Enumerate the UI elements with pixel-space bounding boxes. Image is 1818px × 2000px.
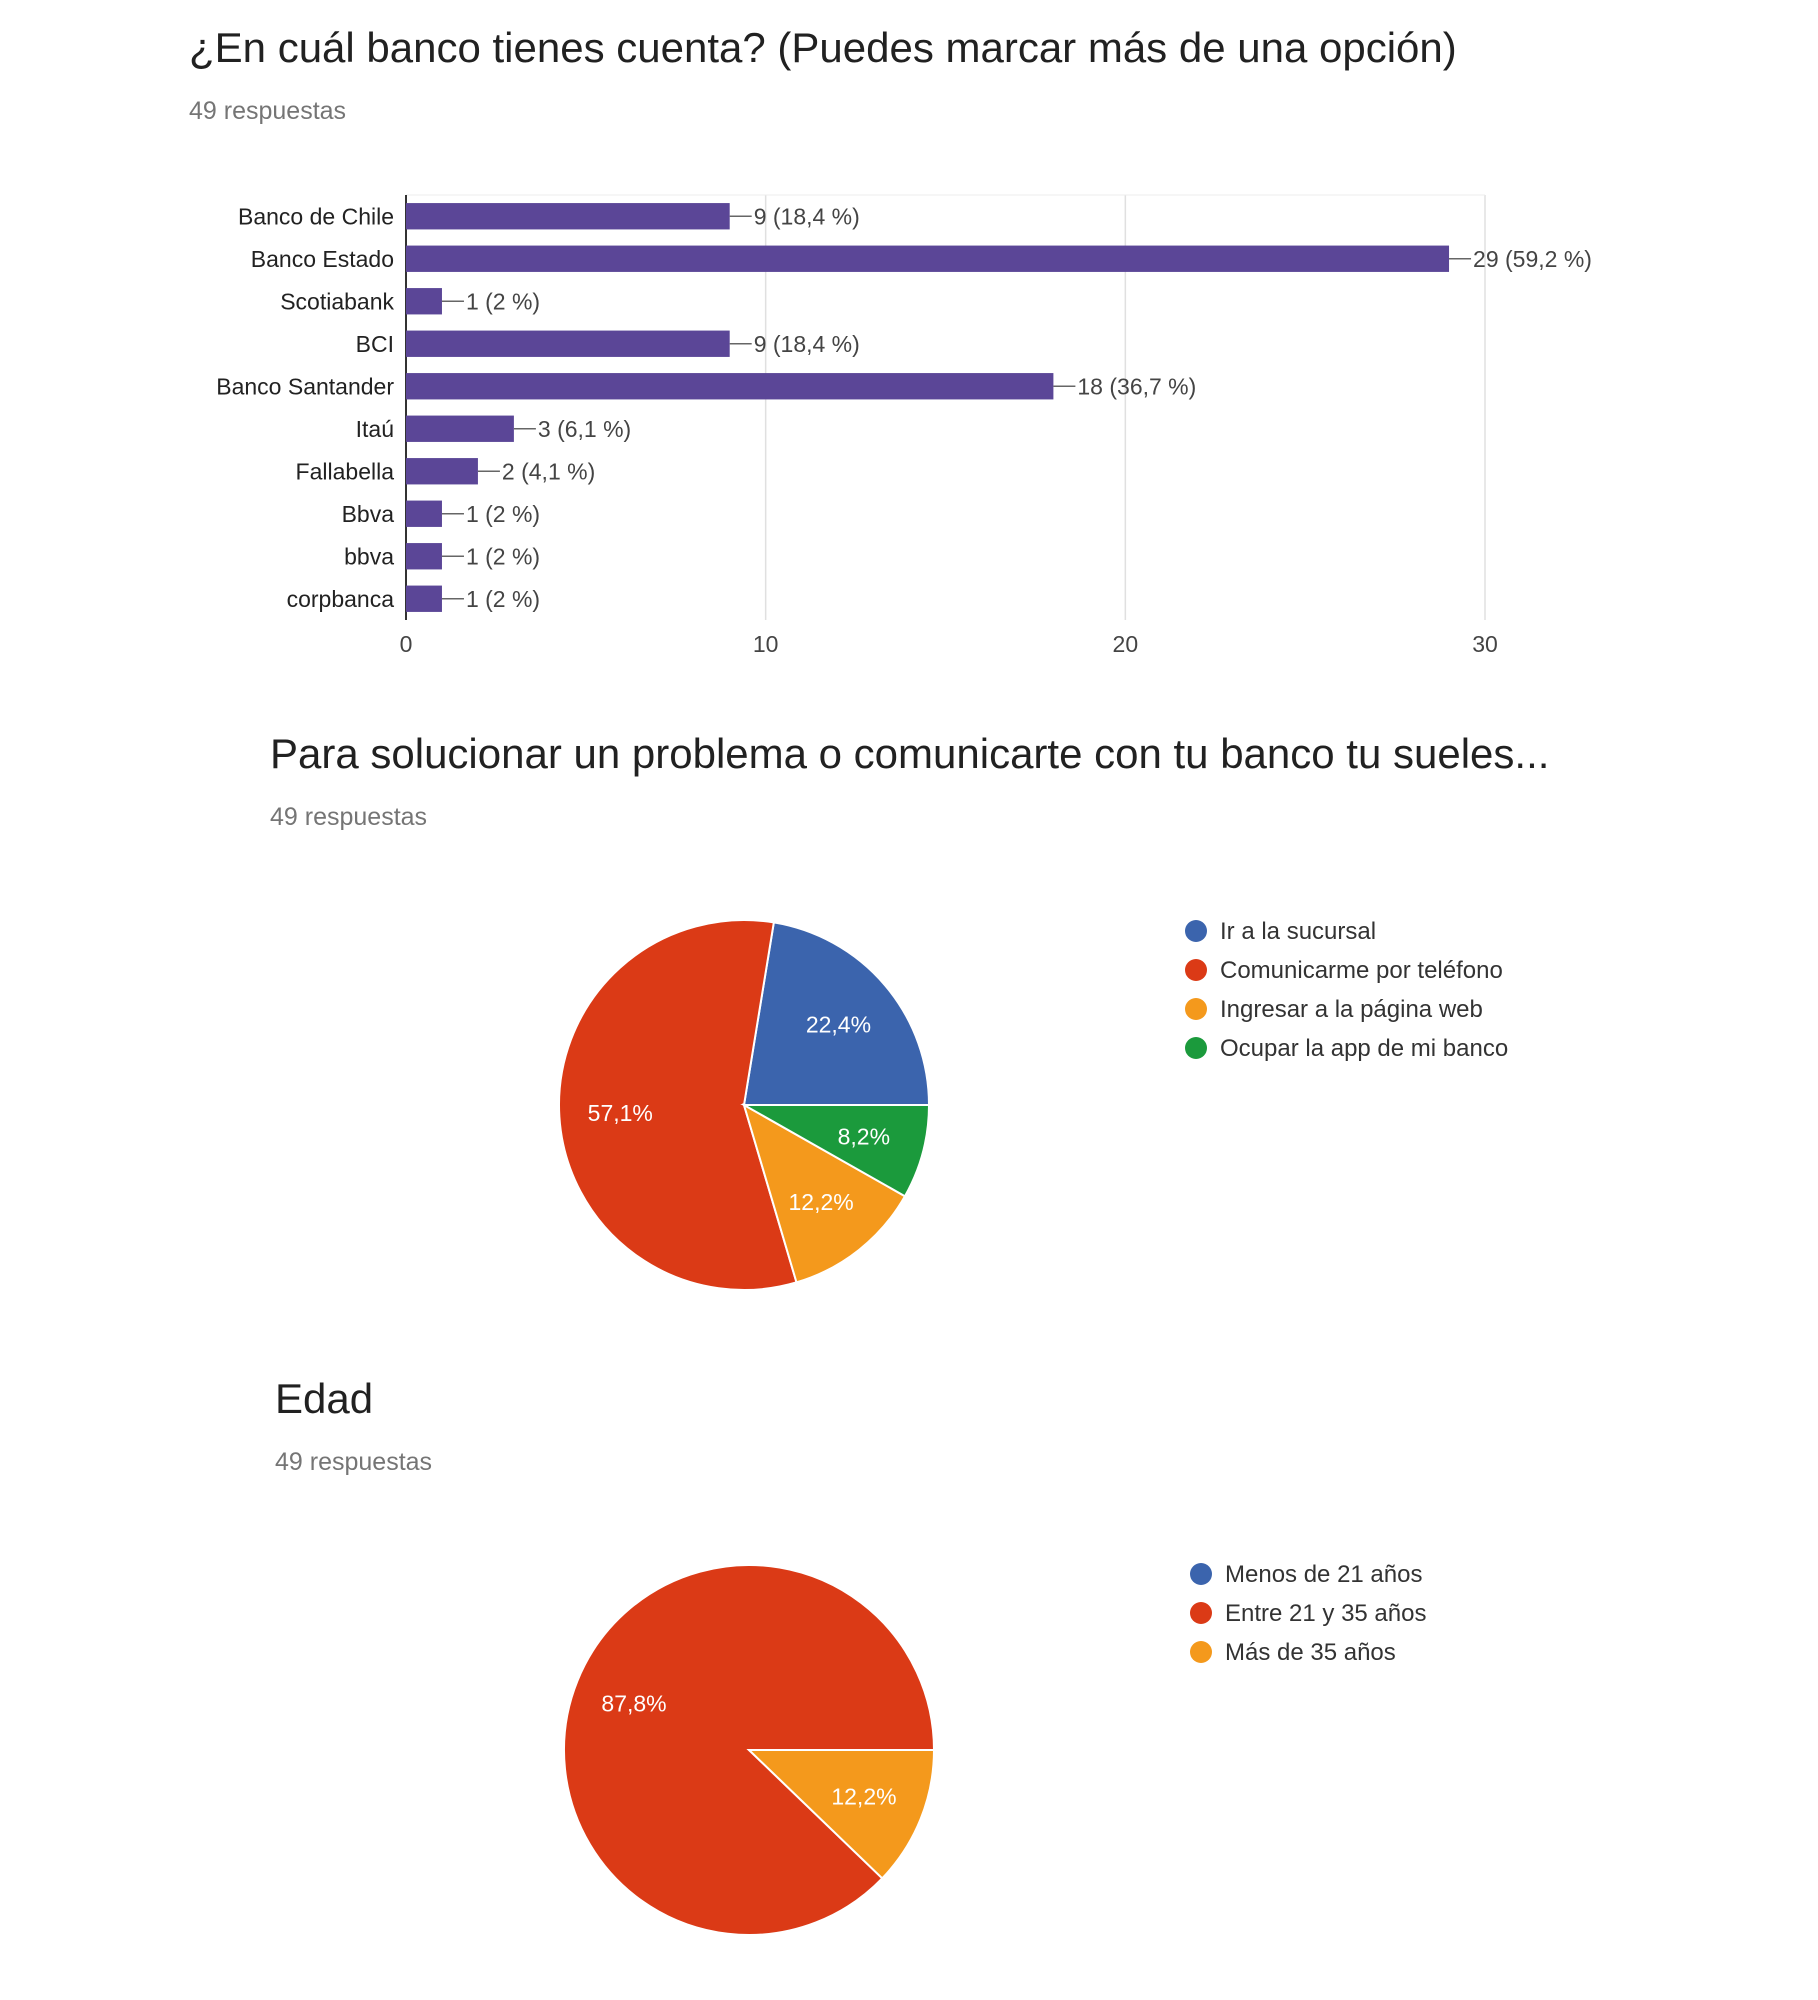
legend-swatch [1190, 1563, 1212, 1585]
legend-label: Entre 21 y 35 años [1225, 1600, 1426, 1627]
data-label: 29 (59,2 %) [1473, 246, 1592, 272]
legend-swatch [1185, 920, 1207, 942]
pie-chart-edad: 87,8% 12,2% Menos de 21 años Entre 21 y 35 … [563, 1561, 1426, 1936]
legend-swatch [1190, 1602, 1212, 1624]
legend-label: Ir a la sucursal [1220, 918, 1376, 945]
slice-label: 57,1% [588, 1100, 653, 1126]
legend-label: Ingresar a la página web [1220, 996, 1483, 1023]
pie-slice [742, 921, 931, 1106]
bar-chart: 0 10 20 30 Banco de Chile 9 (18,4 %) Banco Est… [216, 194, 1592, 657]
data-label: 2 (4,1 %) [502, 458, 595, 484]
slice-label: 22,4% [806, 1012, 871, 1038]
bar [406, 500, 442, 527]
category-label: Fallabella [296, 458, 395, 484]
legend-swatch [1185, 998, 1207, 1020]
category-label: Banco Estado [251, 246, 394, 272]
bar [406, 288, 442, 315]
slice-label: 8,2% [838, 1124, 890, 1150]
data-label: 3 (6,1 %) [538, 416, 631, 442]
chart1-response-count: 49 respuestas [189, 97, 347, 125]
pie-slice [740, 1104, 931, 1198]
category-label: corpbanca [287, 586, 395, 612]
legend-label: Ocupar la app de mi banco [1220, 1035, 1508, 1062]
chart2-response-count: 49 respuestas [270, 803, 428, 831]
category-label: Bbva [342, 501, 395, 527]
chart3-response-count: 49 respuestas [275, 1448, 433, 1476]
bar [406, 458, 478, 485]
legend-label: Más de 35 años [1225, 1639, 1396, 1666]
pie-chart-problema: 22,4% 57,1% 12,2% 8,2% Ir a la sucursal Comun… [558, 918, 1508, 1291]
data-label: 1 (2 %) [466, 586, 540, 612]
bar [406, 203, 730, 230]
category-label: bbva [344, 543, 394, 569]
slice-label: 12,2% [788, 1189, 853, 1215]
data-label: 9 (18,4 %) [754, 203, 860, 229]
x-tick-label: 20 [1113, 631, 1139, 657]
legend-label: Menos de 21 años [1225, 1561, 1422, 1588]
bar [406, 245, 1450, 272]
legend-swatch [1185, 959, 1207, 981]
pie-slice [558, 919, 798, 1291]
data-label: 1 (2 %) [466, 543, 540, 569]
category-label: Scotiabank [280, 288, 394, 314]
category-label: Banco de Chile [238, 203, 394, 229]
chart1-title: ¿En cuál banco tienes cuenta? (Puedes ma… [189, 24, 1457, 71]
bar [406, 585, 442, 612]
slice-label: 87,8% [601, 1691, 666, 1717]
chart3-title: Edad [275, 1375, 374, 1422]
legend-swatch [1185, 1037, 1207, 1059]
pie-slice [742, 1102, 907, 1284]
x-tick-label: 0 [400, 631, 413, 657]
bar [406, 330, 730, 357]
legend-swatch [1190, 1641, 1212, 1663]
bar [406, 543, 442, 570]
pie-slice [746, 1749, 936, 1880]
data-label: 18 (36,7 %) [1077, 373, 1196, 399]
bar [406, 373, 1054, 400]
x-tick-label: 30 [1472, 631, 1498, 657]
bar [406, 415, 514, 442]
category-label: Banco Santander [216, 373, 394, 399]
data-label: 9 (18,4 %) [754, 331, 860, 357]
x-tick-label: 10 [753, 631, 779, 657]
data-label: 1 (2 %) [466, 288, 540, 314]
slice-label: 12,2% [831, 1783, 896, 1809]
legend-label: Comunicarme por teléfono [1220, 957, 1503, 984]
data-label: 1 (2 %) [466, 501, 540, 527]
chart2-title: Para solucionar un problema o comunicart… [270, 730, 1550, 777]
category-label: Itaú [356, 416, 394, 442]
category-label: BCI [356, 331, 394, 357]
